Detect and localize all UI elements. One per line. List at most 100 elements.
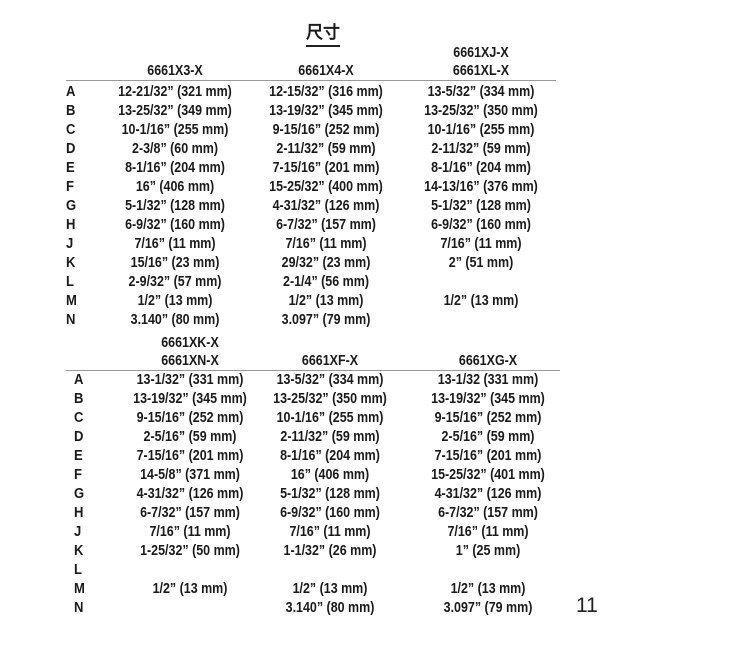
table-cell: 13-5/32” (334 mm) [427, 84, 535, 100]
table-cell: 29/32” (23 mm) [281, 255, 371, 271]
table-cell: 2-5/16” (59 mm) [441, 429, 535, 445]
row-label: G [66, 198, 77, 214]
table-cell: 6-9/32” (160 mm) [125, 217, 225, 233]
table-cell: 1-1/32” (26 mm) [283, 543, 377, 559]
page-number: 11 [576, 594, 598, 617]
row-label: B [66, 103, 76, 119]
table-cell: 10-1/16” (255 mm) [121, 122, 229, 138]
row-label: M [66, 293, 77, 309]
row-label: G [74, 486, 85, 502]
row-label: E [74, 448, 83, 464]
table-cell: 2-9/32” (57 mm) [128, 274, 222, 290]
row-label: C [66, 122, 76, 138]
table-cell: 1-25/32” (50 mm) [140, 543, 240, 559]
table-cell: 10-1/16” (255 mm) [427, 122, 535, 138]
row-label: L [66, 274, 74, 290]
table-cell: 4-31/32” (126 mm) [434, 486, 542, 502]
table-cell: 7/16” (11 mm) [289, 524, 371, 540]
row-label: K [66, 255, 76, 271]
table-cell: 13-1/32” (331 mm) [136, 372, 244, 388]
table-cell: 8-1/16” (204 mm) [280, 448, 380, 464]
table-cell: 5-1/32” (128 mm) [125, 198, 225, 214]
table-cell: 1/2” (13 mm) [450, 581, 526, 597]
row-label: A [74, 372, 84, 388]
column-header: 6661XF-X [301, 353, 359, 369]
table-cell: 2-3/8” (60 mm) [132, 141, 218, 157]
table-header-rule [66, 80, 556, 81]
row-label: D [74, 429, 84, 445]
table-cell: 6-7/32” (157 mm) [276, 217, 376, 233]
table-cell: 8-1/16” (204 mm) [125, 160, 225, 176]
table-cell: 7/16” (11 mm) [149, 524, 231, 540]
table-cell: 9-15/16” (252 mm) [136, 410, 244, 426]
table-cell: 3.140” (80 mm) [130, 312, 220, 328]
table-header-rule [66, 370, 560, 371]
table-cell: 4-31/32” (126 mm) [136, 486, 244, 502]
page-title: 尺寸 [306, 18, 340, 47]
table-cell: 9-15/16” (252 mm) [434, 410, 542, 426]
table-cell: 13-19/32” (345 mm) [269, 103, 383, 119]
table-cell: 12-15/32” (316 mm) [269, 84, 383, 100]
table-cell: 13-25/32” (350 mm) [273, 391, 387, 407]
table-cell: 7-15/16” (201 mm) [272, 160, 380, 176]
table-cell: 2-5/16” (59 mm) [143, 429, 237, 445]
row-label: B [74, 391, 84, 407]
table-cell: 9-15/16” (252 mm) [272, 122, 380, 138]
table-cell: 5-1/32” (128 mm) [431, 198, 531, 214]
row-label: F [66, 179, 74, 195]
table-cell: 10-1/16” (255 mm) [276, 410, 384, 426]
column-header: 6661XN-X [161, 353, 219, 369]
row-label: N [66, 312, 76, 328]
table-cell: 15-25/32” (400 mm) [269, 179, 383, 195]
table-cell: 1” (25 mm) [455, 543, 521, 559]
table-cell: 13-1/32 (331 mm) [437, 372, 539, 388]
table-cell: 6-7/32” (157 mm) [438, 505, 538, 521]
table-cell: 2-1/4” (56 mm) [283, 274, 369, 290]
row-label: H [66, 217, 76, 233]
row-label: M [74, 581, 85, 597]
row-label: D [66, 141, 76, 157]
table-cell: 14-13/16” (376 mm) [424, 179, 538, 195]
table-cell: 7-15/16” (201 mm) [434, 448, 542, 464]
table-cell: 15-25/32” (401 mm) [431, 467, 545, 483]
table-cell: 7/16” (11 mm) [285, 236, 367, 252]
table-cell: 1/2” (13 mm) [292, 581, 368, 597]
table-cell: 5-1/32” (128 mm) [280, 486, 380, 502]
row-label: J [66, 236, 74, 252]
table-cell: 3.097” (79 mm) [281, 312, 371, 328]
table-cell: 2-11/32” (59 mm) [431, 141, 531, 157]
row-label: L [74, 562, 82, 578]
table-cell: 3.140” (80 mm) [285, 600, 375, 616]
row-label: N [74, 600, 84, 616]
table-cell: 12-21/32” (321 mm) [118, 84, 232, 100]
column-header: 6661XK-X [161, 335, 219, 351]
table-cell: 1/2” (13 mm) [137, 293, 213, 309]
row-label: K [74, 543, 84, 559]
table-cell: 4-31/32” (126 mm) [272, 198, 380, 214]
table-cell: 6-9/32” (160 mm) [431, 217, 531, 233]
row-label: C [74, 410, 84, 426]
table-cell: 1/2” (13 mm) [152, 581, 228, 597]
row-label: J [74, 524, 82, 540]
table-cell: 14-5/8” (371 mm) [140, 467, 240, 483]
row-label: H [74, 505, 84, 521]
column-header: 6661XG-X [458, 353, 518, 369]
table-cell: 13-5/32” (334 mm) [276, 372, 384, 388]
column-header: 6661X4-X [298, 63, 354, 79]
table-cell: 16” (406 mm) [290, 467, 370, 483]
table-cell: 2” (51 mm) [448, 255, 514, 271]
table-cell: 7/16” (11 mm) [447, 524, 529, 540]
table-cell: 7/16” (11 mm) [440, 236, 522, 252]
row-label: F [74, 467, 82, 483]
column-header: 6661XJ-X [453, 45, 509, 61]
table-cell: 7/16” (11 mm) [134, 236, 216, 252]
table-cell: 6-7/32” (157 mm) [140, 505, 240, 521]
table-cell: 2-11/32” (59 mm) [276, 141, 376, 157]
table-cell: 8-1/16” (204 mm) [431, 160, 531, 176]
table-cell: 16” (406 mm) [135, 179, 215, 195]
table-cell: 13-25/32” (350 mm) [424, 103, 538, 119]
table-cell: 1/2” (13 mm) [443, 293, 519, 309]
table-cell: 7-15/16” (201 mm) [136, 448, 244, 464]
table-cell: 13-25/32” (349 mm) [118, 103, 232, 119]
table-cell: 13-19/32” (345 mm) [431, 391, 545, 407]
